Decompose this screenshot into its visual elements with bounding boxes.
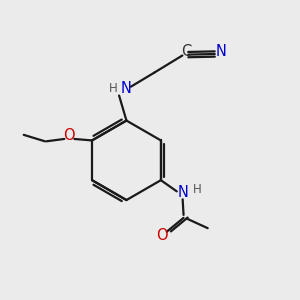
Text: H: H (193, 183, 202, 196)
Text: O: O (64, 128, 75, 143)
Text: H: H (109, 82, 118, 95)
Text: N: N (121, 81, 132, 96)
Text: O: O (156, 228, 167, 243)
Text: N: N (177, 185, 188, 200)
Text: N: N (216, 44, 227, 59)
Text: C: C (181, 44, 191, 59)
